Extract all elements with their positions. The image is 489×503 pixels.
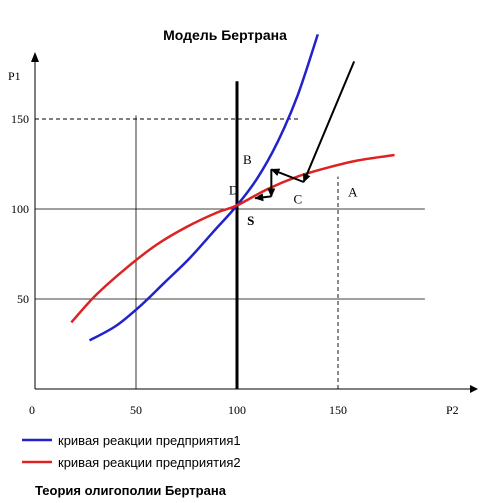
label-layer: B D C A S	[229, 152, 358, 228]
x-tick-label-100: 100	[228, 403, 246, 417]
origin-label: 0	[29, 403, 35, 417]
reaction-curve-firm2	[70, 153, 395, 324]
grid-layer	[35, 81, 425, 389]
arrow-layer	[254, 61, 356, 202]
legend-label-firm2: кривая реакции предприятия2	[58, 455, 241, 470]
footer-title: Теория олигополии Бертрана	[35, 483, 227, 498]
adjustment-arrow-4	[254, 193, 272, 202]
y-axis-label: P1	[8, 69, 21, 83]
point-label-c: C	[294, 192, 303, 207]
legend-label-firm1: кривая реакции предприятия1	[58, 433, 241, 448]
chart-title: Модель Бертрана	[163, 27, 287, 43]
point-label-d: D	[229, 183, 238, 198]
adjustment-arrow-2	[270, 168, 305, 183]
tick-layer: 50 100 150 50 100 150	[11, 112, 347, 417]
x-axis-arrow	[470, 385, 478, 393]
point-label-a: A	[348, 184, 358, 199]
x-tick-label-150: 150	[329, 403, 347, 417]
legend: кривая реакции предприятия1 кривая реакц…	[22, 433, 241, 470]
curve-layer	[70, 34, 395, 342]
y-tick-label-50: 50	[17, 292, 29, 306]
point-label-s: S	[247, 213, 254, 228]
y-tick-label-150: 150	[11, 112, 29, 126]
adjustment-arrow-1	[302, 61, 356, 183]
x-axis-label: P2	[446, 403, 459, 417]
reaction-curve-firm1	[88, 34, 319, 342]
x-tick-label-50: 50	[130, 403, 142, 417]
y-tick-label-100: 100	[11, 202, 29, 216]
y-axis-arrow	[31, 52, 39, 62]
point-label-b: B	[243, 152, 252, 167]
